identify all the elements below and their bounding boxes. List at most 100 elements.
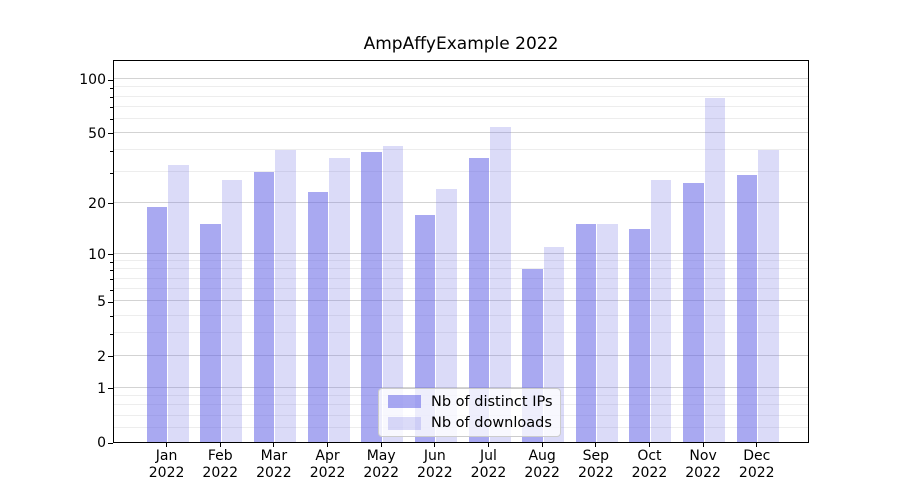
- gridline-minor: [114, 277, 808, 279]
- gridline-minor: [114, 149, 808, 151]
- bar-downloads: [758, 150, 779, 442]
- bar-downloads: [275, 150, 296, 442]
- bar-distinct-ips: [414, 214, 436, 442]
- x-tick-mark: [219, 443, 221, 447]
- gridline-major: [114, 386, 808, 388]
- x-tick-mark: [648, 443, 650, 447]
- legend-item-downloads: Nb of downloads: [388, 415, 552, 433]
- gridline-major: [114, 201, 808, 203]
- bar-distinct-ips: [253, 172, 275, 442]
- y-tick-mark: [108, 254, 113, 255]
- bar-downloads: [382, 146, 404, 442]
- y-minor-tick-mark: [110, 119, 113, 121]
- gridline-minor: [114, 117, 808, 119]
- bar-downloads: [168, 164, 189, 442]
- x-tick-mark: [327, 443, 329, 447]
- x-tick-label-aug: Aug 2022: [524, 448, 560, 481]
- y-minor-tick-mark: [110, 87, 113, 89]
- bar-downloads: [329, 158, 350, 442]
- bar-downloads: [704, 97, 726, 442]
- y-minor-tick-mark: [110, 333, 113, 335]
- gridline-minor: [114, 288, 808, 290]
- bar-distinct-ips: [146, 206, 168, 442]
- y-minor-tick-mark: [110, 261, 113, 263]
- y-minor-tick-mark: [110, 150, 113, 152]
- y-tick-label: 0: [97, 435, 106, 451]
- y-minor-tick-mark: [110, 289, 113, 291]
- gridline-minor: [114, 268, 808, 270]
- gridline-minor: [114, 171, 808, 173]
- x-tick-label-nov: Nov 2022: [685, 448, 721, 481]
- y-minor-tick-mark: [110, 279, 113, 281]
- x-tick-mark: [166, 443, 168, 447]
- x-tick-label-sep: Sep 2022: [577, 448, 614, 481]
- bar-downloads: [436, 188, 457, 442]
- y-tick-mark: [108, 388, 113, 389]
- x-tick-label-mar: Mar 2022: [256, 448, 292, 481]
- legend: Nb of distinct IPs Nb of downloads: [378, 388, 561, 437]
- bar-downloads: [650, 180, 672, 442]
- bar-downloads: [221, 180, 243, 442]
- gridline-minor: [114, 314, 808, 316]
- gridline-minor: [114, 260, 808, 261]
- y-tick-mark: [108, 301, 113, 303]
- gridline-major: [114, 354, 808, 356]
- x-tick-label-may: May 2022: [363, 448, 400, 481]
- x-tick-mark: [756, 443, 758, 447]
- x-tick-mark: [488, 443, 489, 447]
- legend-label-distinct-ips: Nb of distinct IPs: [431, 393, 553, 410]
- x-tick-label-dec: Dec 2022: [738, 448, 775, 481]
- x-tick-mark: [380, 443, 382, 447]
- gridline-minor: [114, 95, 808, 97]
- gridline-minor: [114, 86, 808, 88]
- y-tick-mark: [108, 356, 113, 358]
- bar-distinct-ips: [736, 174, 758, 442]
- bar-downloads: [490, 127, 511, 442]
- bar-distinct-ips: [683, 182, 704, 442]
- y-tick-mark: [108, 203, 113, 205]
- legend-swatch-downloads: [388, 416, 421, 430]
- bar-distinct-ips: [307, 192, 329, 442]
- bar-distinct-ips: [575, 224, 597, 442]
- legend-label-downloads: Nb of downloads: [431, 415, 552, 432]
- y-tick-mark: [108, 79, 113, 81]
- y-tick-label: 5: [97, 294, 106, 311]
- x-tick-mark: [273, 443, 275, 447]
- gridline-major: [114, 252, 808, 254]
- x-tick-label-jul: Jul 2022: [470, 448, 507, 481]
- y-minor-tick-mark: [110, 107, 113, 109]
- chart-title: AmpAffyExample 2022: [363, 34, 559, 54]
- y-tick-label: 10: [88, 246, 106, 263]
- plot-area: [113, 60, 809, 443]
- y-tick-label: 1: [97, 380, 106, 397]
- legend-item-distinct-ips: Nb of distinct IPs: [388, 393, 553, 411]
- gridline-major: [114, 300, 808, 302]
- x-tick-mark: [595, 443, 597, 447]
- y-tick-label: 2: [97, 348, 106, 365]
- y-tick-label: 20: [88, 195, 106, 212]
- y-minor-tick-mark: [110, 269, 113, 271]
- gridline-major: [114, 131, 808, 133]
- x-tick-label-oct: Oct 2022: [631, 448, 668, 481]
- y-tick-label: 100: [79, 72, 106, 89]
- gridline-major: [114, 78, 808, 80]
- y-tick-label: 50: [88, 125, 106, 142]
- x-tick-label-jan: Jan 2022: [148, 448, 185, 481]
- bar-distinct-ips: [361, 152, 382, 442]
- gridline-minor: [114, 332, 808, 334]
- bar-downloads: [597, 224, 618, 442]
- x-tick-label-apr: Apr 2022: [309, 448, 346, 481]
- legend-swatch-distinct-ips: [388, 395, 421, 409]
- gridline-minor: [114, 105, 808, 107]
- y-minor-tick-mark: [110, 97, 113, 99]
- bar-distinct-ips: [200, 224, 221, 442]
- x-tick-mark: [541, 443, 543, 447]
- y-tick-mark: [108, 133, 113, 135]
- y-minor-tick-mark: [110, 315, 113, 317]
- x-tick-label-jun: Jun 2022: [417, 448, 453, 481]
- x-tick-label-feb: Feb 2022: [202, 448, 239, 481]
- y-minor-tick-mark: [110, 172, 113, 174]
- y-tick-mark: [108, 442, 113, 444]
- bar-distinct-ips: [629, 229, 650, 442]
